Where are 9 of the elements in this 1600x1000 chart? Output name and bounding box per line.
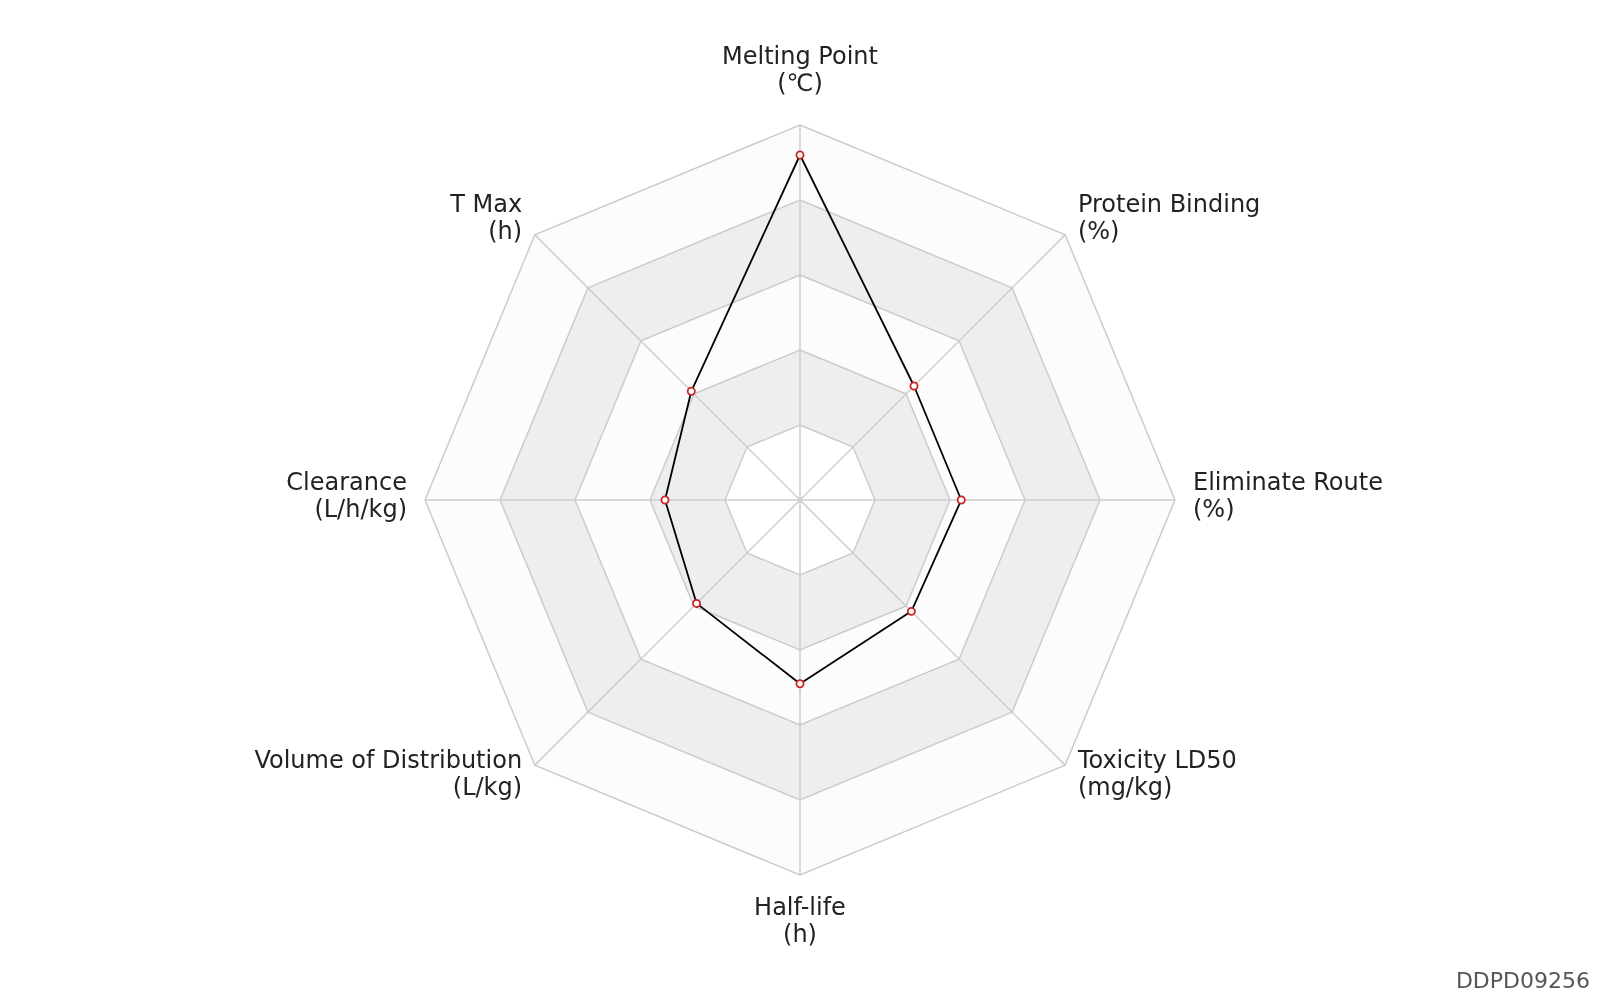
spoke-label: Protein Binding (%) <box>1077 190 1261 246</box>
spoke-label: Clearance (L/h/kg) <box>286 468 407 523</box>
text: DDPD09256 <box>1455 968 1590 993</box>
spoke-label: Melting Point (℃) <box>722 42 878 97</box>
spoke-label: Eliminate Route (%) <box>1193 468 1383 523</box>
spoke-label: Toxicity LD50 (mg/kg) <box>1076 745 1237 801</box>
spoke-label: Volume of Distribution (L/kg) <box>254 745 523 801</box>
spoke-label: T Max (h) <box>449 190 523 246</box>
spoke-label: Half-life (h) <box>754 893 846 948</box>
